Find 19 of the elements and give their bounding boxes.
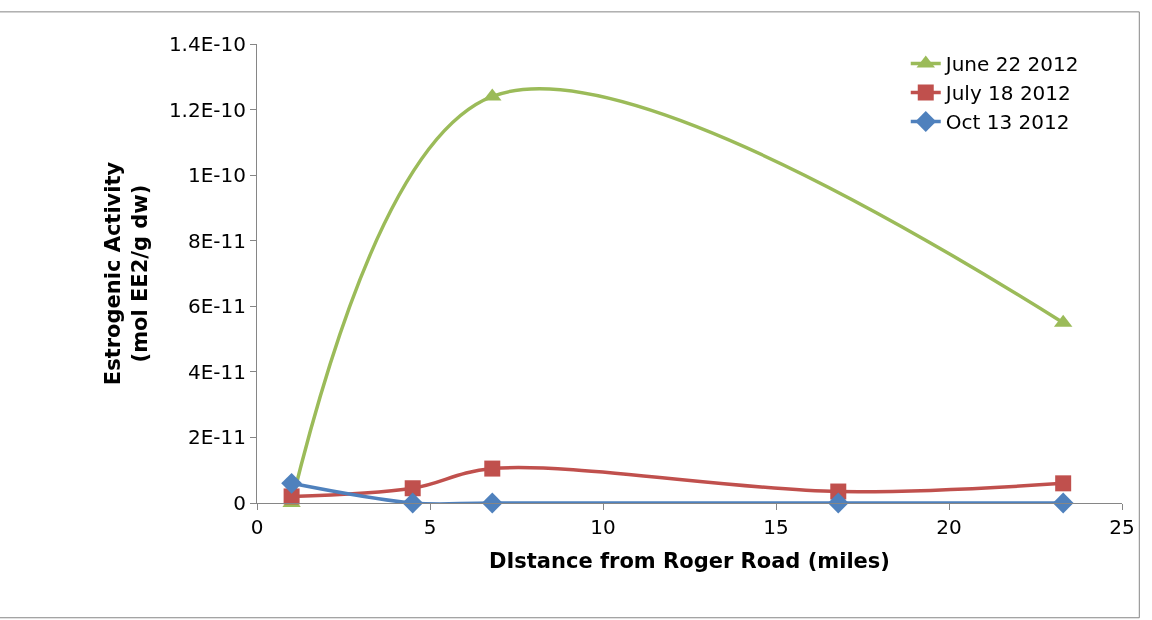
y-tick-label: 8E-11 (187, 228, 246, 253)
x-tick-label: 20 (936, 515, 962, 539)
legend-label: July 18 2012 (943, 81, 1071, 106)
x-tick-label: 5 (423, 515, 437, 539)
x-tick-label: 15 (763, 515, 789, 539)
legend-label: June 22 2012 (943, 52, 1079, 77)
y-tick-label: 1.2E-10 (168, 97, 246, 122)
y-axis-title: Estrogenic Activity (mol EE2/g dw) (100, 161, 153, 386)
y-tick-label: 1E-10 (187, 163, 246, 188)
legend-label: Oct 13 2012 (945, 110, 1070, 135)
x-tick-label: 10 (590, 515, 616, 539)
y-tick-label: 1.4E-10 (168, 32, 246, 56)
y-tick-label: 0 (233, 491, 246, 515)
y-tick-label: 4E-11 (187, 359, 246, 384)
y-tick-label: 6E-11 (187, 294, 246, 319)
x-tick-label: 25 (1109, 515, 1135, 539)
x-axis-title: DIstance from Roger Road (miles) (489, 549, 890, 574)
y-tick-label: 2E-11 (187, 425, 246, 450)
x-tick-label: 0 (250, 515, 264, 539)
